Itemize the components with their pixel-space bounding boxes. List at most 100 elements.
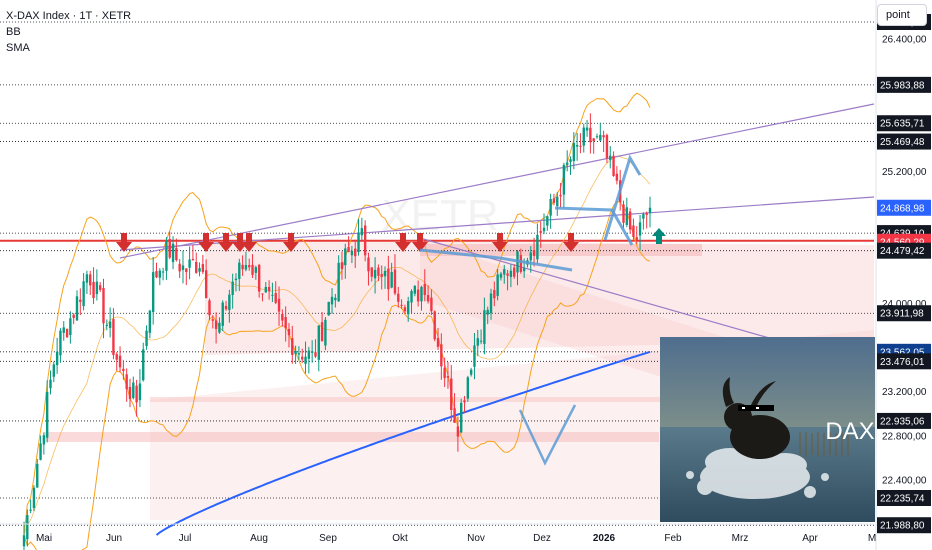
candle-body — [446, 375, 450, 378]
candle-body — [304, 356, 307, 364]
resistance-arrow-down — [283, 233, 299, 252]
candle-body — [579, 145, 582, 147]
candle-body — [430, 297, 433, 312]
candle-body — [605, 135, 609, 159]
candle-body — [125, 374, 128, 390]
candle-body — [118, 355, 122, 368]
x-tick-label: Jul — [179, 533, 192, 544]
candle-body — [244, 265, 248, 270]
candle-body — [330, 296, 334, 305]
candle-body — [493, 290, 496, 299]
candle-body — [466, 377, 470, 399]
candle-body — [377, 267, 380, 276]
candle-body — [344, 248, 347, 266]
support-band — [44, 432, 659, 442]
candle-body — [138, 383, 142, 401]
candle-body — [542, 227, 546, 232]
candle-body — [423, 283, 426, 296]
price-label-text: 24.479,42 — [880, 246, 925, 257]
bollinger-bands-layer — [23, 92, 651, 550]
candle-body — [334, 297, 337, 301]
candle-body — [155, 271, 158, 278]
blue-down-arrow — [554, 206, 634, 246]
candle-body — [132, 382, 135, 399]
candle-body — [314, 352, 317, 357]
price-label-text: 22.935,06 — [880, 416, 925, 427]
resistance-arrow-down — [241, 233, 257, 252]
candle-body — [191, 258, 195, 261]
candle-body — [211, 319, 214, 321]
candle-body — [486, 309, 489, 315]
bb-upper-line — [23, 92, 651, 536]
candle-body — [165, 240, 168, 271]
resistance-arrow-down — [116, 233, 132, 252]
price-label-text: 21.988,80 — [880, 521, 925, 532]
candle-body — [39, 443, 42, 460]
watermark-text: XETR — [381, 191, 498, 240]
candle-body — [453, 408, 456, 423]
resistance-arrow-down — [198, 233, 214, 252]
candle-body — [426, 295, 430, 302]
candles-layer — [22, 113, 652, 550]
x-tick-label: M — [868, 533, 876, 544]
y-tick-label: 24.000,00 — [882, 299, 927, 310]
bb-lower-line — [23, 201, 651, 550]
y-tick-label: 23.200,00 — [882, 387, 927, 398]
candle-body — [115, 354, 118, 360]
bull-photo-art: DAX — [660, 337, 875, 522]
candle-body — [49, 379, 52, 389]
candle-body — [287, 328, 291, 336]
x-tick-label: Jun — [106, 533, 122, 544]
candle-body — [45, 391, 49, 438]
candle-body — [32, 487, 36, 509]
candle-body — [413, 286, 417, 294]
bb-basis-line — [23, 156, 651, 536]
candle-body — [397, 293, 400, 302]
axis-unit-button[interactable]: point — [877, 4, 927, 26]
x-tick-label: Mai — [36, 533, 52, 544]
price-label-text: 24.868,98 — [880, 203, 925, 214]
dax-bull-image: DAX — [660, 337, 875, 522]
candle-body — [218, 322, 221, 333]
y-tick-label: 22.800,00 — [882, 431, 927, 442]
candle-body — [642, 214, 645, 219]
price-label-text: 25.469,48 — [880, 137, 925, 148]
candle-body — [407, 301, 410, 315]
resistance-arrow-down — [412, 233, 428, 252]
candle-body — [36, 463, 39, 488]
price-label-text: 23.476,01 — [880, 357, 925, 368]
candle-body — [499, 273, 503, 278]
candle-body — [148, 310, 152, 333]
candle-body — [363, 225, 367, 256]
candle-body — [337, 262, 340, 302]
candle-body — [469, 369, 473, 375]
candle-body — [410, 290, 413, 303]
candle-body — [592, 138, 595, 141]
resistance-arrow-down — [563, 233, 579, 252]
candle-body — [609, 155, 612, 161]
price-label-text: 25.635,71 — [880, 119, 925, 130]
candle-body — [72, 314, 75, 318]
candle-body — [615, 173, 619, 181]
candle-body — [122, 368, 125, 372]
indicator-bb-label[interactable]: BB — [6, 26, 21, 38]
candle-body — [450, 378, 453, 411]
candle-body — [135, 385, 138, 403]
x-tick-label: Nov — [467, 533, 485, 544]
candle-body — [224, 305, 228, 310]
candle-body — [175, 248, 178, 261]
candle-body — [390, 272, 393, 288]
price-label-text: 23.911,98 — [880, 309, 924, 320]
candle-body — [26, 515, 29, 540]
candle-body — [354, 248, 357, 257]
candle-body — [112, 319, 115, 355]
candle-body — [201, 264, 205, 272]
sma-line — [155, 350, 651, 536]
candle-body — [208, 300, 211, 316]
candle-body — [635, 237, 638, 240]
candle-body — [595, 136, 599, 138]
resistance-arrow-down — [218, 233, 234, 252]
indicator-sma-label[interactable]: SMA — [6, 42, 30, 54]
candle-body — [89, 274, 92, 286]
candle-body — [324, 319, 327, 346]
